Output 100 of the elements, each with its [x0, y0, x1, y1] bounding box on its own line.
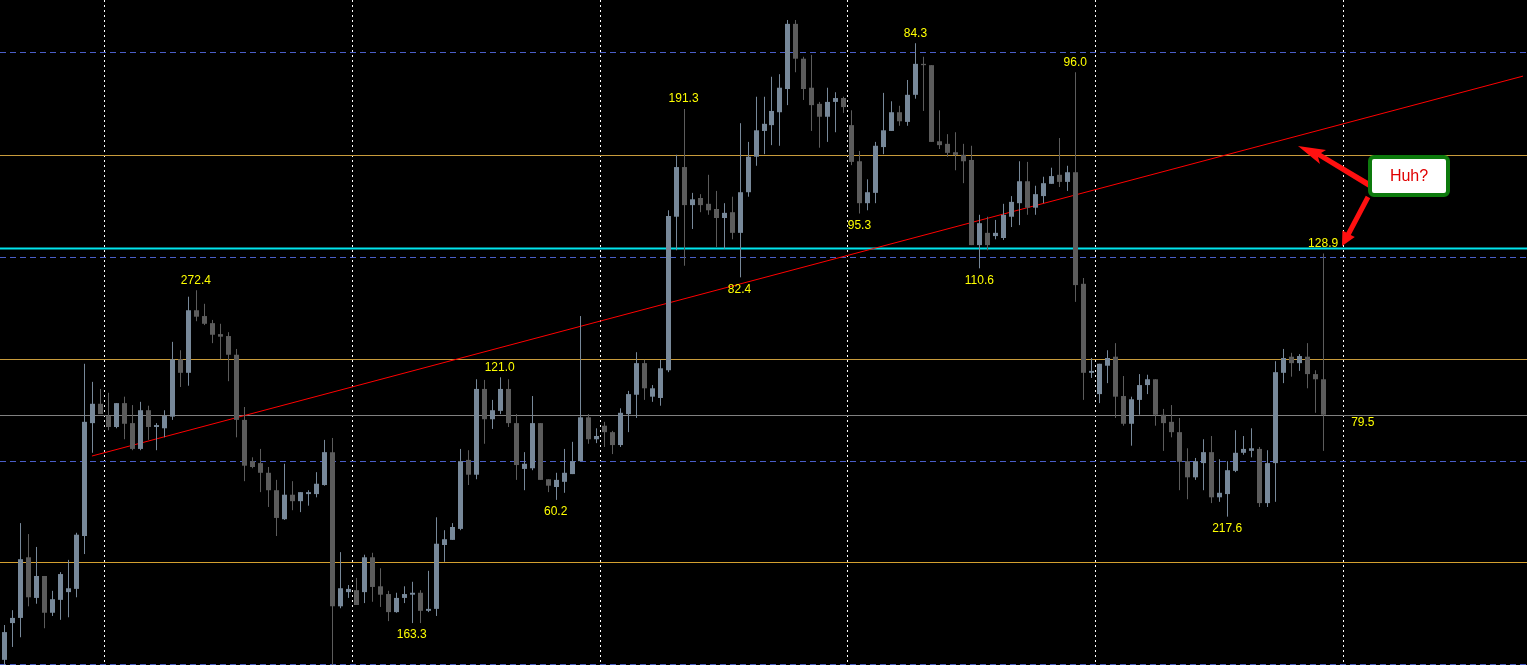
annotation: 84.3: [903, 25, 928, 40]
annotation: 128.9: [1308, 235, 1339, 250]
candlestick: [1201, 438, 1206, 491]
candlestick: [146, 405, 151, 441]
candlestick: [90, 381, 95, 454]
candlestick: [602, 421, 607, 448]
annotation: 96.0: [1063, 54, 1088, 69]
candlestick: [218, 323, 223, 360]
candlestick: [1225, 460, 1230, 518]
candlestick: [354, 577, 359, 606]
candlestick: [945, 133, 950, 158]
candlestick: [202, 303, 207, 326]
candlestick: [114, 402, 119, 429]
candlestick: [769, 76, 774, 146]
annotation: 163.3: [396, 627, 428, 642]
candlestick: [714, 190, 719, 248]
candlestick: [586, 413, 591, 445]
candlestick: [562, 448, 567, 494]
candlestick: [626, 390, 631, 433]
candlestick: [266, 466, 271, 508]
candlestick: [1033, 185, 1038, 216]
candlestick: [825, 87, 830, 143]
candlestick: [1057, 137, 1062, 188]
candlestick: [1249, 427, 1254, 458]
candlestick: [226, 331, 231, 382]
candlestick: [1281, 348, 1286, 384]
candlestick: [881, 92, 886, 155]
annotation: 95.3: [847, 217, 872, 232]
candlestick: [394, 592, 399, 614]
candlestick: [1001, 203, 1006, 241]
candlestick: [98, 388, 103, 415]
annotation: 191.3: [668, 91, 699, 106]
candlestick: [1169, 404, 1174, 438]
candlestick: [1233, 429, 1238, 473]
candlestick: [522, 451, 527, 491]
candlestick: [817, 101, 822, 149]
candlestick: [162, 409, 167, 438]
candlestick: [442, 529, 447, 563]
candlestick: [690, 192, 695, 230]
candlestick: [1161, 408, 1166, 452]
candlestick: [1137, 373, 1142, 416]
candlestick: [1289, 352, 1294, 378]
candlestick: [762, 96, 767, 155]
candlestick: [314, 471, 319, 498]
candlestick: [993, 219, 998, 240]
candlestick: [570, 441, 575, 475]
candlestick: [977, 214, 982, 269]
candlestick: [554, 472, 559, 501]
candlestick: [865, 178, 870, 211]
candlestick: [1041, 176, 1046, 204]
candlestick: [154, 422, 159, 451]
candlestick: [706, 174, 711, 216]
candlestick: [937, 109, 942, 150]
candlestick: [410, 581, 415, 624]
candlestick: [985, 216, 990, 251]
annotation: 79.5: [1351, 415, 1375, 430]
candlestick: [418, 589, 423, 624]
candlestick: [1313, 369, 1318, 414]
candlestick: [210, 319, 215, 344]
candlestick: [378, 567, 383, 608]
candlestick: [386, 590, 391, 622]
annotation: 217.6: [1212, 520, 1243, 535]
candlestick: [194, 289, 199, 322]
candlestick: [1017, 160, 1022, 226]
candlestick: [1105, 349, 1110, 384]
candlestick: [833, 91, 838, 133]
candlestick: [498, 376, 503, 415]
candlestick: [889, 100, 894, 132]
candlestick: [34, 546, 39, 605]
candlestick: [1305, 342, 1310, 389]
candlestick: [1065, 165, 1070, 192]
annotation: 60.2: [543, 504, 568, 519]
candlestick: [290, 480, 295, 511]
candlestick: [722, 202, 727, 250]
annotation: 121.0: [484, 359, 516, 374]
candlestick: [897, 105, 902, 127]
candlestick: [122, 396, 127, 440]
candlestick: [1089, 357, 1094, 379]
candlestick: [466, 449, 471, 486]
candlestick: [66, 559, 71, 618]
candlestick: [1193, 457, 1198, 481]
candlestick: [809, 54, 814, 132]
candlestick: [610, 430, 615, 455]
candlestick: [426, 570, 431, 613]
annotation: 82.4: [727, 281, 752, 296]
annotation: 272.4: [180, 272, 212, 287]
candlestick: [1145, 374, 1150, 395]
candlestick: [178, 349, 183, 388]
candlestick: [730, 196, 735, 240]
candlestick: [306, 489, 311, 507]
candlestick: [258, 448, 263, 493]
candlestick: [298, 491, 303, 513]
candlestick: [1185, 447, 1190, 500]
candlestick: [953, 131, 958, 171]
candlestick: [338, 551, 343, 609]
candlestick: [106, 392, 111, 431]
candlestick: [698, 193, 703, 213]
candlestick: [961, 143, 966, 184]
candlestick: [50, 590, 55, 617]
candlestick: [490, 399, 495, 430]
